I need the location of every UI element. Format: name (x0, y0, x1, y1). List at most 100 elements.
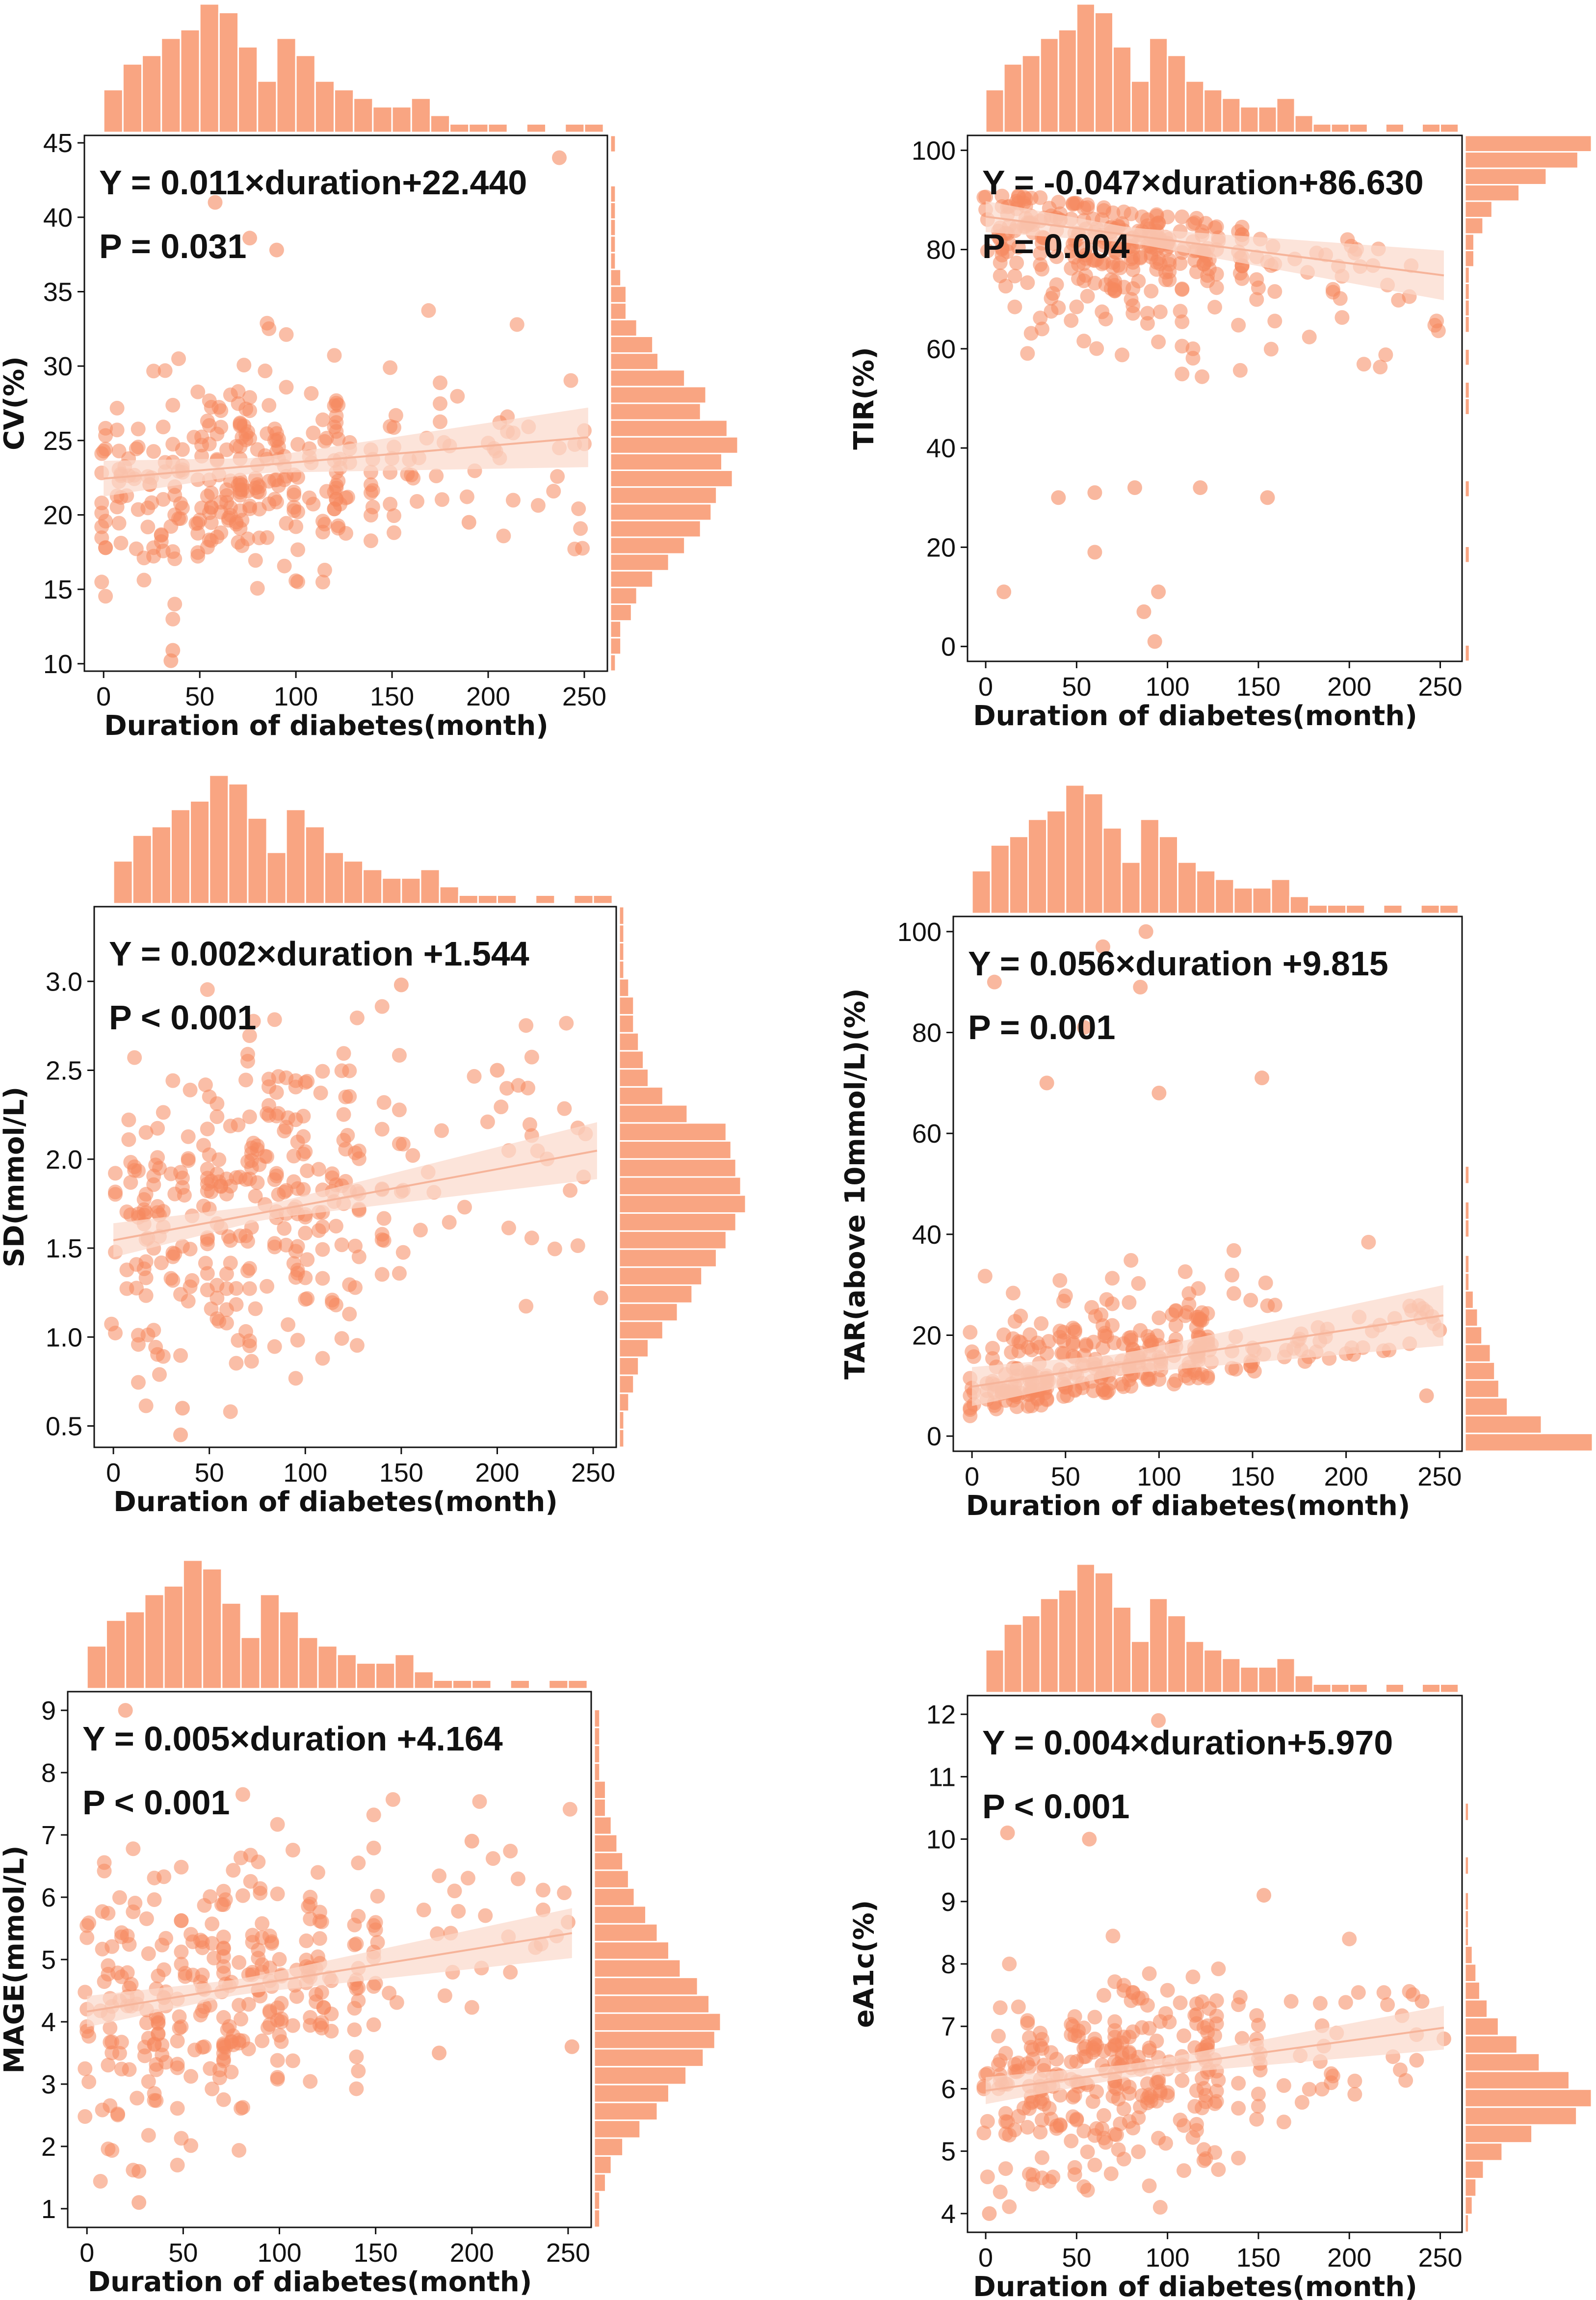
data-point (1151, 1713, 1166, 1728)
data-point (141, 1946, 156, 1961)
hist-right-bar (593, 1923, 658, 1943)
data-point (573, 521, 588, 536)
data-point (490, 1063, 505, 1078)
x-tick-label: 250 (562, 682, 606, 711)
data-point (141, 2074, 156, 2089)
data-point (413, 1223, 428, 1238)
data-point (501, 1220, 516, 1235)
x-tick-label: 0 (79, 2238, 94, 2268)
x-tick-label: 150 (1236, 2243, 1281, 2273)
data-point (1058, 1288, 1073, 1304)
data-point (1103, 2166, 1119, 2181)
data-point (1187, 215, 1203, 230)
x-tick-label: 200 (1324, 1462, 1368, 1491)
hist-right-bar (609, 202, 617, 220)
data-point (219, 1302, 234, 1317)
hist-top-bar (1327, 904, 1347, 915)
data-point (123, 1207, 138, 1223)
confidence-band (113, 1122, 597, 1257)
data-point (1361, 1234, 1376, 1250)
data-point (170, 2060, 185, 2075)
hist-top-bar (1330, 1683, 1350, 1694)
data-point (226, 1863, 241, 1878)
data-point (209, 1109, 225, 1124)
hist-top-bar (180, 28, 201, 133)
data-point (1111, 258, 1126, 273)
data-point (97, 1863, 112, 1879)
data-point (272, 1952, 287, 1967)
data-point (366, 2017, 381, 2032)
data-point (242, 1028, 257, 1044)
hist-right-bar (609, 620, 622, 639)
data-point (1263, 341, 1279, 357)
data-point (478, 1908, 493, 1923)
p-value: P = 0.004 (982, 227, 1129, 265)
hist-right-bar (609, 302, 627, 320)
data-point (1251, 2087, 1266, 2102)
data-point (274, 2011, 289, 2026)
data-point (1131, 2144, 1146, 2159)
data-point (146, 444, 161, 459)
hist-right-bar (1464, 1414, 1543, 1435)
data-point (1187, 2008, 1203, 2023)
hist-right-bar (593, 1941, 670, 1960)
y-tick-label: 5 (941, 2137, 956, 2167)
y-tick-label: 45 (43, 129, 73, 158)
hist-top-bar (103, 89, 124, 133)
y-tick-label: 0 (941, 632, 956, 662)
data-point (194, 438, 209, 453)
data-point (1207, 2145, 1222, 2160)
data-point (570, 1238, 585, 1253)
hist-top-bar (1130, 80, 1151, 133)
data-point (557, 1101, 572, 1116)
data-point (315, 575, 330, 590)
data-point (1175, 366, 1190, 382)
data-point (258, 1149, 273, 1164)
data-point (244, 1354, 259, 1369)
hist-top-bar (1221, 97, 1241, 133)
hist-top-bar (439, 886, 460, 905)
data-point (1116, 2076, 1131, 2091)
panel-sd: 0 50 100 150 200 250 0.5 1.0 1.5 2.0 2.5 3.0 Duratio… (0, 774, 747, 1518)
data-point (382, 1986, 397, 2001)
regression-line (104, 436, 588, 480)
plot-area (976, 1713, 1451, 2221)
hist-top-bar (1439, 1683, 1460, 1694)
data-point (1020, 2013, 1035, 2028)
data-point (270, 2070, 285, 2085)
data-point (1251, 2099, 1266, 2114)
hist-right-bar (593, 2084, 670, 2103)
hist-right-bar (618, 1158, 737, 1178)
y-tick-label: 10 (43, 650, 73, 679)
hist-top-bar (336, 1653, 357, 1690)
hist-top-bar (1421, 123, 1441, 133)
data-point (1107, 282, 1123, 297)
data-point (131, 1375, 146, 1390)
hist-top-bar (259, 1594, 281, 1690)
x-tick-label: 150 (354, 2238, 398, 2268)
data-point (181, 1153, 196, 1168)
data-point (1011, 1334, 1026, 1349)
data-point (242, 403, 258, 418)
data-point (262, 1960, 277, 1976)
data-point (1376, 1985, 1391, 2000)
data-point (290, 437, 306, 452)
data-point (1076, 1020, 1092, 1035)
x-tick-label: 200 (450, 2238, 494, 2268)
data-point (233, 488, 248, 503)
data-point (593, 1290, 608, 1306)
data-point (171, 351, 186, 366)
y-axis-label: eA1c(%) (848, 1900, 880, 2028)
hist-right-bar (593, 1816, 612, 1835)
data-point (238, 1072, 254, 1088)
data-point (267, 1239, 282, 1255)
hist-right-bar (1464, 2124, 1533, 2144)
hist-top-bar (391, 106, 412, 133)
data-point (1107, 1974, 1123, 1989)
data-point (1207, 300, 1222, 315)
data-point (1125, 281, 1141, 296)
hist-right-bar (618, 1212, 737, 1232)
data-point (1193, 480, 1208, 496)
data-point (289, 1989, 304, 2004)
hist-right-bar (609, 553, 670, 572)
